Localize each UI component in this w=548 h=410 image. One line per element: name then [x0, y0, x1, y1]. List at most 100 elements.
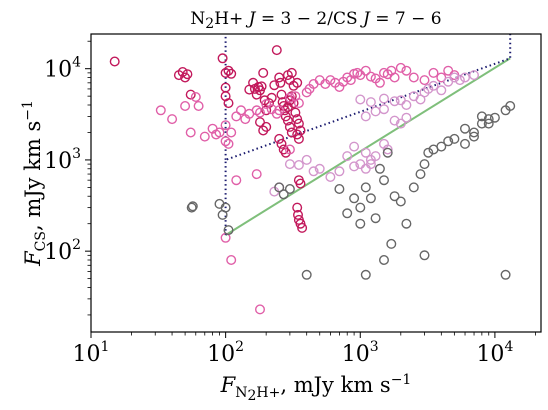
data-point-s1-53 — [428, 67, 439, 78]
data-point-s2-41 — [325, 171, 336, 182]
data-point-s0-52 — [292, 77, 303, 88]
data-point-s1-1 — [167, 114, 178, 125]
data-point-s2-29 — [342, 151, 353, 162]
data-point-s0-31 — [279, 105, 290, 116]
data-point-s0-6 — [217, 53, 228, 64]
y-tick-label-2: 104 — [44, 55, 81, 83]
reference-lines — [224, 34, 512, 236]
data-point-s3-39 — [505, 100, 516, 111]
data-point-s1-44 — [374, 77, 385, 88]
data-point-s1-10 — [220, 120, 231, 131]
data-point-s3-18 — [374, 163, 385, 174]
data-point-s2-30 — [349, 161, 360, 172]
data-point-s3-45 — [483, 118, 494, 129]
data-point-s2-42 — [334, 166, 345, 177]
data-point-s2-18 — [370, 106, 381, 117]
data-point-s2-35 — [293, 159, 304, 170]
data-point-s2-1 — [365, 97, 376, 108]
data-point-s1-3 — [185, 127, 196, 138]
data-point-s2-20 — [389, 115, 400, 126]
data-point-s0-42 — [286, 91, 297, 102]
data-point-s3-37 — [489, 112, 500, 123]
data-point-s3-46 — [460, 138, 471, 149]
data-point-s1-6 — [199, 131, 210, 142]
data-point-s0-57 — [292, 202, 303, 213]
data-point-s0-8 — [223, 65, 234, 76]
data-point-s0-18 — [256, 81, 267, 92]
data-point-s1-12 — [223, 138, 234, 149]
data-point-s0-23 — [266, 92, 277, 103]
data-point-s2-5 — [401, 99, 412, 110]
data-point-s1-41 — [360, 65, 371, 76]
data-point-s0-37 — [276, 138, 287, 149]
data-point-s1-51 — [408, 72, 419, 83]
data-point-s1-11 — [220, 136, 231, 147]
data-point-s3-7 — [278, 189, 289, 200]
data-point-s3-26 — [415, 169, 426, 180]
data-point-s1-48 — [389, 72, 400, 83]
data-point-s2-28 — [382, 144, 393, 155]
data-point-s1-20 — [261, 98, 272, 109]
data-point-s3-32 — [449, 133, 460, 144]
data-point-s0-46 — [293, 118, 304, 129]
data-point-s0-9 — [226, 68, 237, 79]
x-axis-label: FN2H+, mJy km s−1 — [220, 372, 412, 404]
data-point-s3-6 — [274, 182, 285, 193]
y-tick-label-0: 102 — [44, 237, 81, 265]
data-point-s2-11 — [436, 85, 447, 96]
data-point-s3-33 — [460, 123, 471, 134]
data-point-s2-38 — [301, 154, 312, 165]
data-point-s2-14 — [454, 75, 465, 86]
data-point-s2-32 — [360, 163, 371, 174]
data-point-s3-25 — [408, 182, 419, 193]
data-point-s1-23 — [274, 105, 285, 116]
data-point-s3-28 — [423, 147, 434, 158]
data-point-s3-20 — [382, 147, 393, 158]
fit-line-0 — [225, 57, 511, 236]
data-point-s3-23 — [395, 196, 406, 207]
data-point-s1-49 — [395, 62, 406, 73]
data-point-s1-19 — [254, 107, 265, 118]
data-point-s0-12 — [223, 98, 234, 109]
data-point-s2-40 — [314, 163, 325, 174]
data-point-s0-61 — [297, 222, 308, 233]
data-point-s3-19 — [379, 175, 390, 186]
data-point-s0-34 — [284, 121, 295, 132]
data-point-s1-14 — [231, 111, 242, 122]
data-point-s3-5 — [223, 225, 234, 236]
data-point-s3-17 — [370, 213, 381, 224]
data-point-s1-57 — [231, 175, 242, 186]
y-axis-label: FCS, mJy km s−1 — [20, 100, 49, 267]
data-point-s1-0 — [155, 105, 166, 116]
data-point-s3-12 — [349, 193, 360, 204]
data-point-s3-0 — [186, 202, 197, 213]
axis-ticks: 101 102 103 104 102 103 104 — [44, 40, 536, 367]
data-point-s3-24 — [401, 218, 412, 229]
data-point-s0-28 — [276, 89, 287, 100]
data-point-s2-12 — [443, 76, 454, 87]
data-point-s1-24 — [284, 92, 295, 103]
data-point-s0-36 — [274, 133, 285, 144]
data-point-s0-0 — [109, 56, 120, 67]
data-point-s3-22 — [389, 191, 400, 202]
data-point-s0-7 — [220, 67, 231, 78]
data-point-s1-60 — [254, 304, 265, 315]
data-point-s3-31 — [443, 136, 454, 147]
data-point-s3-16 — [365, 193, 376, 204]
data-point-s1-9 — [214, 127, 225, 138]
data-point-s1-5 — [193, 100, 204, 111]
y-tick-label-1: 103 — [44, 146, 81, 174]
data-point-s3-13 — [355, 202, 366, 213]
data-point-s0-19 — [258, 67, 269, 78]
data-point-s3-21 — [386, 238, 397, 249]
data-point-s3-1 — [187, 201, 198, 212]
data-point-s3-40 — [500, 269, 511, 280]
data-point-s3-27 — [419, 159, 430, 170]
data-point-s0-4 — [182, 69, 193, 80]
data-point-s0-64 — [254, 117, 265, 128]
data-point-s3-10 — [334, 183, 345, 194]
data-point-s0-24 — [269, 80, 280, 91]
data-point-s2-33 — [365, 159, 376, 170]
data-point-s0-48 — [292, 129, 303, 140]
x-tick-label-1: 102 — [207, 339, 244, 367]
